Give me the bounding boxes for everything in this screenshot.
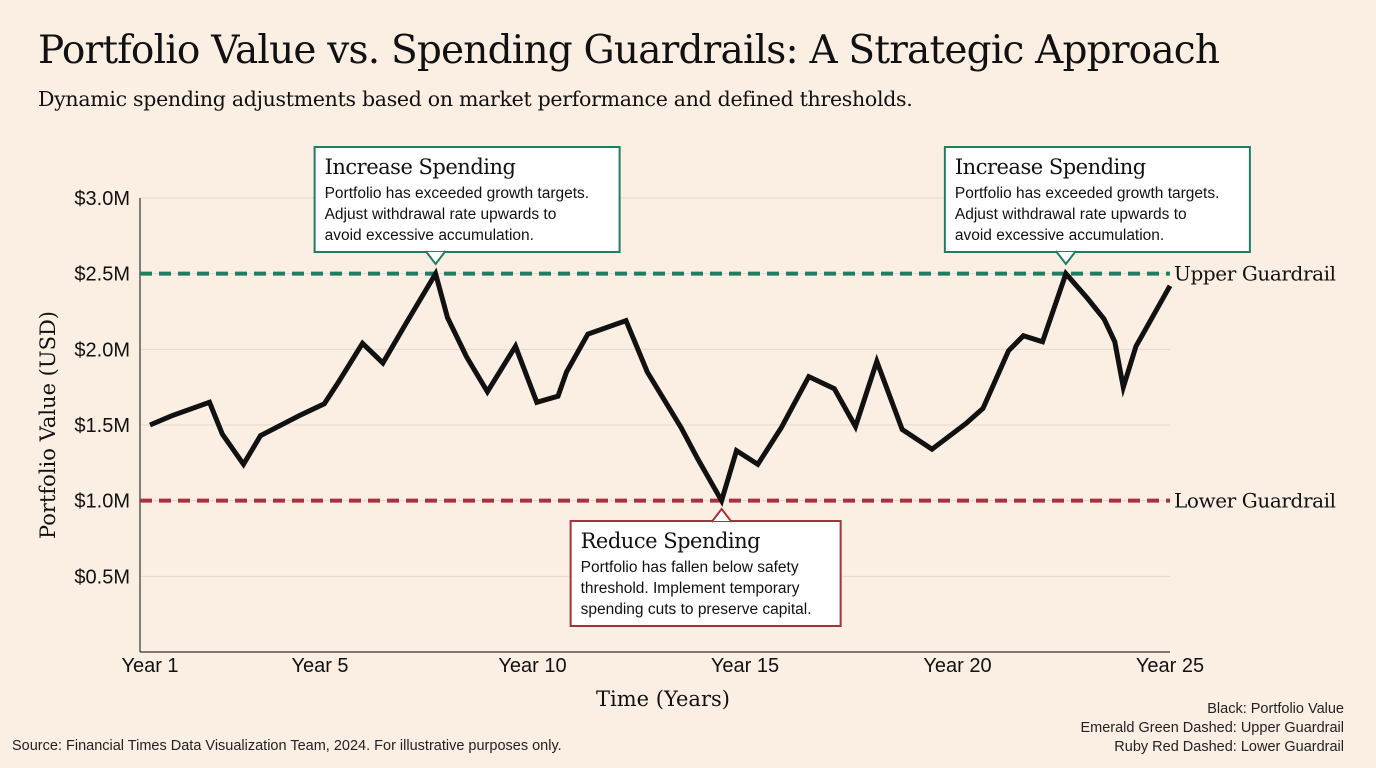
upper-guardrail-label: Upper Guardrail (1174, 262, 1336, 286)
portfolio-value-line (149, 267, 1173, 508)
y-tick-label: $2.0M (74, 339, 130, 361)
key-lower: Ruby Red Dashed: Lower Guardrail (1114, 739, 1344, 755)
callout-pointer (1055, 252, 1076, 264)
callout-heading: Reduce Spending (581, 529, 761, 553)
x-tick-label: Year 20 (923, 655, 991, 677)
y-tick-label: $1.0M (74, 491, 130, 513)
source-note: Source: Financial Times Data Visualizati… (12, 738, 562, 754)
chart-title: Portfolio Value vs. Spending Guardrails:… (38, 28, 1220, 73)
callout-text-line: spending cuts to preserve capital. (581, 601, 812, 618)
key-upper: Emerald Green Dashed: Upper Guardrail (1080, 720, 1344, 736)
callout-pointer-edge (1055, 250, 1077, 266)
callout-pointer (425, 252, 446, 264)
x-tick-label: Year 5 (291, 655, 348, 677)
x-tick-label: Year 10 (498, 655, 566, 677)
callout-heading: Increase Spending (325, 155, 516, 179)
y-axis-title: Portfolio Value (USD) (36, 311, 60, 539)
callout-text-line: avoid excessive accumulation. (955, 227, 1164, 244)
chart-subtitle: Dynamic spending adjustments based on ma… (38, 87, 913, 111)
x-tick-label: Year 15 (711, 655, 779, 677)
callout-inc2: Increase Spending Portfolio has exceeded … (943, 146, 1251, 266)
callout-pointer-edge (424, 250, 447, 266)
y-tick-label: $1.5M (74, 415, 130, 437)
callout-text-line: Adjust withdrawal rate upwards to (325, 206, 557, 223)
callout-text-line: Portfolio has exceeded growth targets. (325, 185, 590, 202)
x-tick-label: Year 25 (1136, 655, 1204, 677)
callout-pointer (711, 509, 732, 521)
callout-text-line: avoid excessive accumulation. (325, 227, 534, 244)
callout-text-line: threshold. Implement temporary (581, 580, 800, 597)
callout-pointer-edge (710, 507, 733, 523)
lower-guardrail-label: Lower Guardrail (1174, 489, 1336, 513)
callout-text-line: Adjust withdrawal rate upwards to (955, 206, 1187, 223)
x-axis-title: Time (Years) (596, 687, 730, 711)
y-tick-label: $0.5M (74, 566, 130, 588)
callout-box (313, 146, 621, 253)
y-tick-label: $3.0M (74, 188, 130, 210)
callout-text-line: Portfolio has fallen below safety (581, 559, 799, 576)
callout-red: Reduce Spending Portfolio has fallen belo… (569, 507, 842, 627)
x-tick-label: Year 1 (121, 655, 178, 677)
callout-box (943, 146, 1251, 253)
y-tick-label: $2.5M (74, 264, 130, 286)
callout-box (569, 520, 842, 627)
key-portfolio: Black: Portfolio Value (1207, 701, 1344, 717)
callout-text-line: Portfolio has exceeded growth targets. (955, 185, 1220, 202)
callout-heading: Increase Spending (955, 155, 1146, 179)
color-key: Black: Portfolio Value Emerald Green Das… (1080, 700, 1344, 757)
callout-inc1: Increase Spending Portfolio has exceeded … (313, 146, 621, 266)
